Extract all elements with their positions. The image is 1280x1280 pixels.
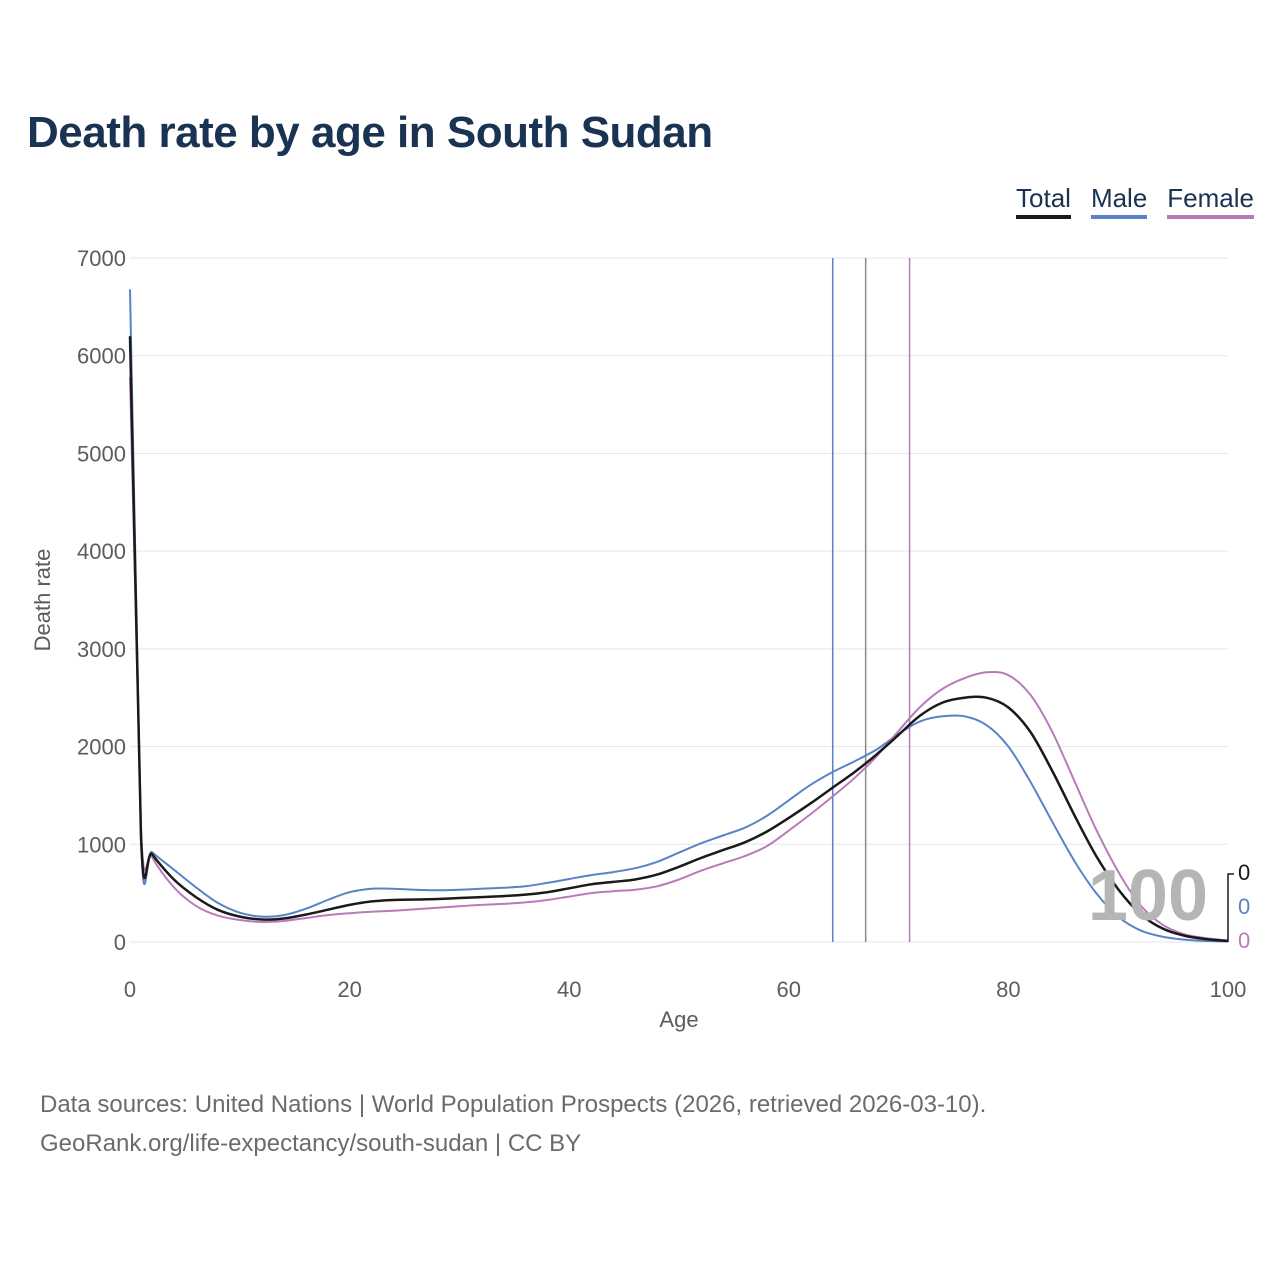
end-label-female: 0 <box>1238 928 1250 953</box>
y-tick-1000: 1000 <box>77 832 126 857</box>
y-tick-3000: 3000 <box>77 637 126 662</box>
legend: Total Male Female <box>1016 183 1254 219</box>
legend-total[interactable]: Total <box>1016 183 1071 219</box>
y-tick-6000: 6000 <box>77 344 126 369</box>
x-tick-100: 100 <box>1210 977 1247 1002</box>
series-line-total <box>128 336 1229 943</box>
y-tick-4000: 4000 <box>77 539 126 564</box>
series-line-female <box>129 377 1229 942</box>
gridlines <box>130 257 1228 943</box>
x-tick-20: 20 <box>337 977 361 1002</box>
credit-link[interactable]: GeoRank.org/life-expectancy/south-sudan … <box>40 1130 582 1157</box>
x-axis-label: Age <box>659 1007 698 1032</box>
y-tick-7000: 7000 <box>77 246 126 271</box>
y-tick-0: 0 <box>114 930 126 955</box>
data-sources: Data sources: United Nations | World Pop… <box>40 1091 987 1118</box>
legend-male[interactable]: Male <box>1090 183 1148 219</box>
y-tick-2000: 2000 <box>77 735 126 760</box>
y-axis-label: Death rate <box>30 549 55 652</box>
x-tick-60: 60 <box>777 977 801 1002</box>
y-tick-5000: 5000 <box>77 441 126 466</box>
y-axis-ticks: 0 1000 2000 3000 4000 5000 6000 7000 <box>77 246 126 955</box>
legend-female[interactable]: Female <box>1167 183 1254 219</box>
x-tick-40: 40 <box>557 977 581 1002</box>
life-expectancy-markers <box>831 258 911 942</box>
cursor-age-label: 100 <box>1088 856 1208 936</box>
series-end-labels: 0 0 0 <box>1227 860 1250 953</box>
end-label-bracket <box>1227 873 1234 942</box>
chart-title: Death rate by age in South Sudan <box>27 108 713 157</box>
series-line-male <box>129 289 1229 943</box>
footer: Data sources: United Nations | World Pop… <box>40 1085 986 1163</box>
end-label-total: 0 <box>1238 860 1250 885</box>
x-tick-0: 0 <box>124 977 136 1002</box>
end-label-male: 0 <box>1238 894 1250 919</box>
x-axis-ticks: 0 20 40 60 80 100 <box>124 977 1246 1002</box>
series-lines <box>128 289 1229 943</box>
x-tick-80: 80 <box>996 977 1020 1002</box>
